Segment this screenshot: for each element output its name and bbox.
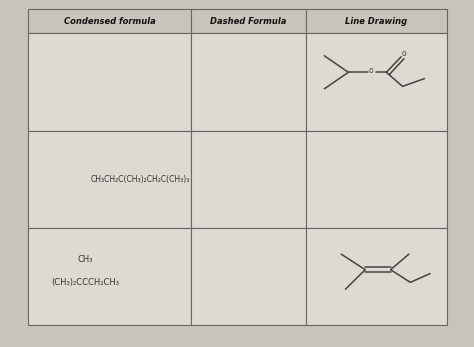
Text: (CH₃)₂CCCH₂CH₃: (CH₃)₂CCCH₂CH₃ (51, 278, 119, 287)
FancyBboxPatch shape (28, 33, 191, 131)
Text: o: o (401, 49, 406, 58)
FancyBboxPatch shape (191, 9, 306, 33)
FancyBboxPatch shape (28, 228, 191, 325)
Text: CH₃CH₂C(CH₃)₂CH₂C(CH₃)₃: CH₃CH₂C(CH₃)₂CH₂C(CH₃)₃ (90, 175, 190, 184)
Text: o: o (369, 66, 373, 75)
Text: CH₃: CH₃ (78, 255, 93, 264)
FancyBboxPatch shape (306, 131, 447, 228)
Text: Line Drawing: Line Drawing (346, 17, 408, 26)
FancyBboxPatch shape (191, 131, 306, 228)
FancyBboxPatch shape (28, 131, 191, 228)
FancyBboxPatch shape (306, 228, 447, 325)
FancyBboxPatch shape (28, 9, 191, 33)
FancyBboxPatch shape (191, 228, 306, 325)
FancyBboxPatch shape (191, 33, 306, 131)
Text: Dashed Formula: Dashed Formula (210, 17, 287, 26)
FancyBboxPatch shape (306, 9, 447, 33)
FancyBboxPatch shape (306, 33, 447, 131)
Text: Condensed formula: Condensed formula (64, 17, 155, 26)
